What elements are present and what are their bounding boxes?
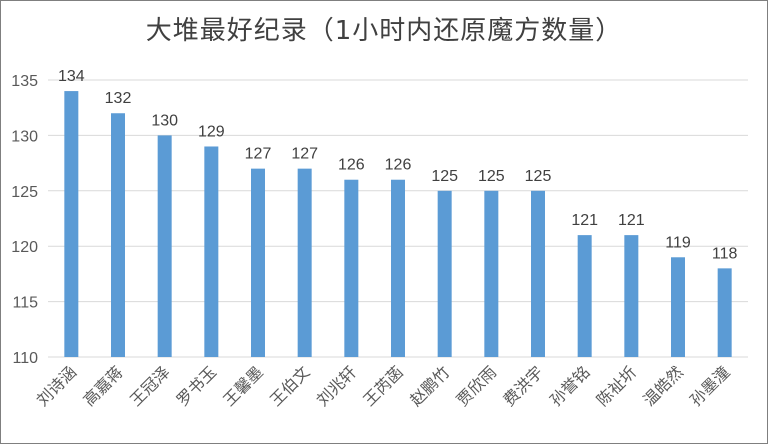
data-label: 132 <box>105 90 132 107</box>
x-tick-label: 温皓然 <box>639 362 686 409</box>
bar <box>671 257 685 357</box>
chart-title: 大堆最好纪录（1小时内还原魔方数量） <box>145 16 623 46</box>
data-label: 118 <box>712 245 738 262</box>
bar <box>64 91 79 357</box>
data-label: 130 <box>151 112 178 129</box>
y-tick-label: 115 <box>12 295 38 312</box>
bar <box>437 190 452 357</box>
x-tick-label: 费洪宇 <box>499 362 546 409</box>
data-label: 125 <box>431 168 458 185</box>
x-tick-label: 孙墨潼 <box>686 362 733 409</box>
x-tick-label: 陈祉圻 <box>593 362 640 409</box>
bar <box>111 113 125 358</box>
bar <box>391 179 405 357</box>
data-label: 129 <box>198 123 225 140</box>
y-tick-label: 125 <box>11 184 38 201</box>
x-tick-label: 刘诗涵 <box>33 362 80 409</box>
bar <box>624 235 639 357</box>
bar <box>577 235 592 357</box>
data-label: 119 <box>665 234 691 251</box>
data-label: 126 <box>385 157 412 174</box>
x-tick-label: 王冠泽 <box>126 362 173 409</box>
data-label: 134 <box>58 68 85 85</box>
y-tick-label: 130 <box>11 128 38 145</box>
x-tick-label: 王伯文 <box>266 362 313 409</box>
x-tick-label: 赵鹏竹 <box>406 362 453 409</box>
bar <box>297 168 312 357</box>
bar <box>344 179 359 357</box>
data-label: 121 <box>618 212 645 229</box>
data-label: 127 <box>291 146 318 163</box>
data-label: 121 <box>571 212 598 229</box>
data-label: 125 <box>478 168 505 185</box>
bar <box>717 268 732 357</box>
data-label: 127 <box>245 146 272 163</box>
bar <box>157 135 172 357</box>
x-tick-label: 高嘉蒋 <box>79 362 126 409</box>
bar <box>204 146 219 357</box>
x-tick-label: 罗书玉 <box>173 362 220 409</box>
y-tick-label: 120 <box>11 239 38 256</box>
bar <box>251 168 265 357</box>
x-tick-label: 贾欣雨 <box>453 362 500 409</box>
y-tick-label: 110 <box>12 350 38 367</box>
x-tick-label: 孙誉铭 <box>546 362 593 409</box>
x-tick-label: 刘兆轩 <box>313 362 360 409</box>
y-tick-label: 135 <box>11 73 38 90</box>
bar <box>531 190 545 357</box>
bar <box>484 190 499 357</box>
data-label: 125 <box>525 168 552 185</box>
x-tick-label: 王馨墨 <box>219 362 266 409</box>
data-label: 126 <box>338 157 365 174</box>
x-tick-label: 王芮菡 <box>359 362 406 409</box>
